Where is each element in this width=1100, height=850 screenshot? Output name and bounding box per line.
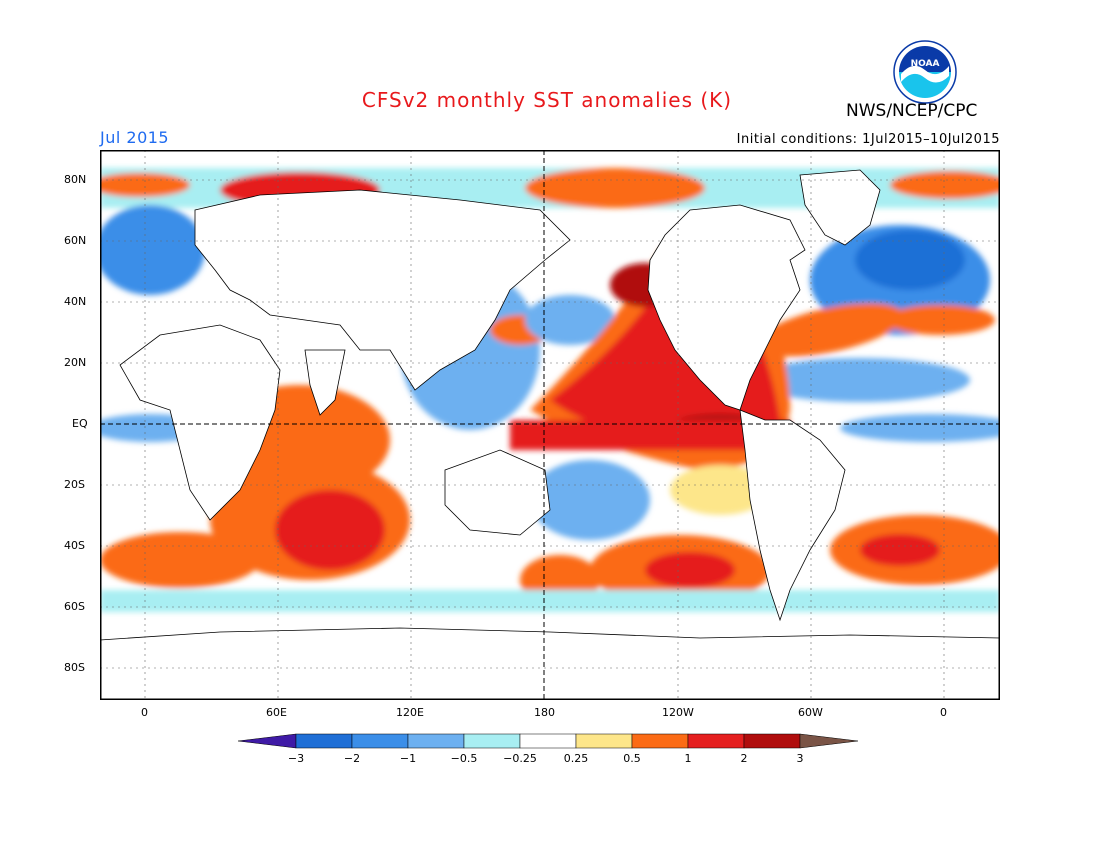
colorbar-segment bbox=[575, 733, 633, 749]
lon-label: 180 bbox=[534, 706, 555, 719]
colorbar-tick-label: 1 bbox=[685, 752, 692, 765]
colorbar: −3 −2 −1 −0.5 −0.25 0.25 0.5 1 2 3 bbox=[238, 733, 859, 765]
colorbar-tick-label: −1 bbox=[400, 752, 416, 765]
lon-label: 120E bbox=[396, 706, 424, 719]
map-frame bbox=[100, 150, 1000, 700]
lat-label: 80N bbox=[64, 173, 87, 186]
noaa-logo-icon: NOAA bbox=[893, 40, 957, 104]
lat-label: 40N bbox=[64, 295, 87, 308]
lon-label: 0 bbox=[940, 706, 947, 719]
colorbar-tick-label: −0.5 bbox=[451, 752, 478, 765]
colorbar-segment bbox=[295, 733, 353, 749]
colorbar-tick-label: 0.5 bbox=[623, 752, 641, 765]
colorbar-tick-label: −0.25 bbox=[503, 752, 537, 765]
colorbar-tick-label: −2 bbox=[344, 752, 360, 765]
colorbar-tick-label: 3 bbox=[797, 752, 804, 765]
lat-label: 40S bbox=[64, 539, 85, 552]
month-label: Jul 2015 bbox=[100, 128, 170, 147]
lat-label: 80S bbox=[64, 661, 85, 674]
lat-label: EQ bbox=[72, 417, 88, 430]
sst-anomaly-map bbox=[100, 150, 1000, 700]
lon-label: 0 bbox=[141, 706, 148, 719]
lon-label: 60E bbox=[266, 706, 287, 719]
agency-label: NWS/NCEP/CPC bbox=[846, 101, 978, 121]
colorbar-tick-label: 0.25 bbox=[564, 752, 589, 765]
colorbar-segment bbox=[407, 733, 465, 749]
lon-label: 60W bbox=[798, 706, 823, 719]
colorbar-segment bbox=[519, 733, 577, 749]
colorbar-segment bbox=[463, 733, 521, 749]
colorbar-segment bbox=[799, 733, 859, 749]
noaa-logo-text: NOAA bbox=[911, 59, 940, 69]
colorbar-segment bbox=[351, 733, 409, 749]
lon-label: 120W bbox=[662, 706, 694, 719]
lat-label: 60S bbox=[64, 600, 85, 613]
initial-conditions-label: Initial conditions: 1Jul2015–10Jul2015 bbox=[736, 132, 1000, 147]
colorbar-segment bbox=[631, 733, 689, 749]
colorbar-segment bbox=[687, 733, 745, 749]
map-title: CFSv2 monthly SST anomalies (K) bbox=[361, 88, 733, 112]
colorbar-segment bbox=[743, 733, 801, 749]
lat-label: 20N bbox=[64, 356, 87, 369]
lat-label: 60N bbox=[64, 234, 87, 247]
lat-label: 20S bbox=[64, 478, 85, 491]
land-masses bbox=[100, 169, 1000, 700]
colorbar-tick-label: −3 bbox=[288, 752, 304, 765]
lat-lon-grid bbox=[100, 150, 1000, 700]
colorbar-segment bbox=[238, 733, 297, 749]
colorbar-tick-label: 2 bbox=[741, 752, 748, 765]
